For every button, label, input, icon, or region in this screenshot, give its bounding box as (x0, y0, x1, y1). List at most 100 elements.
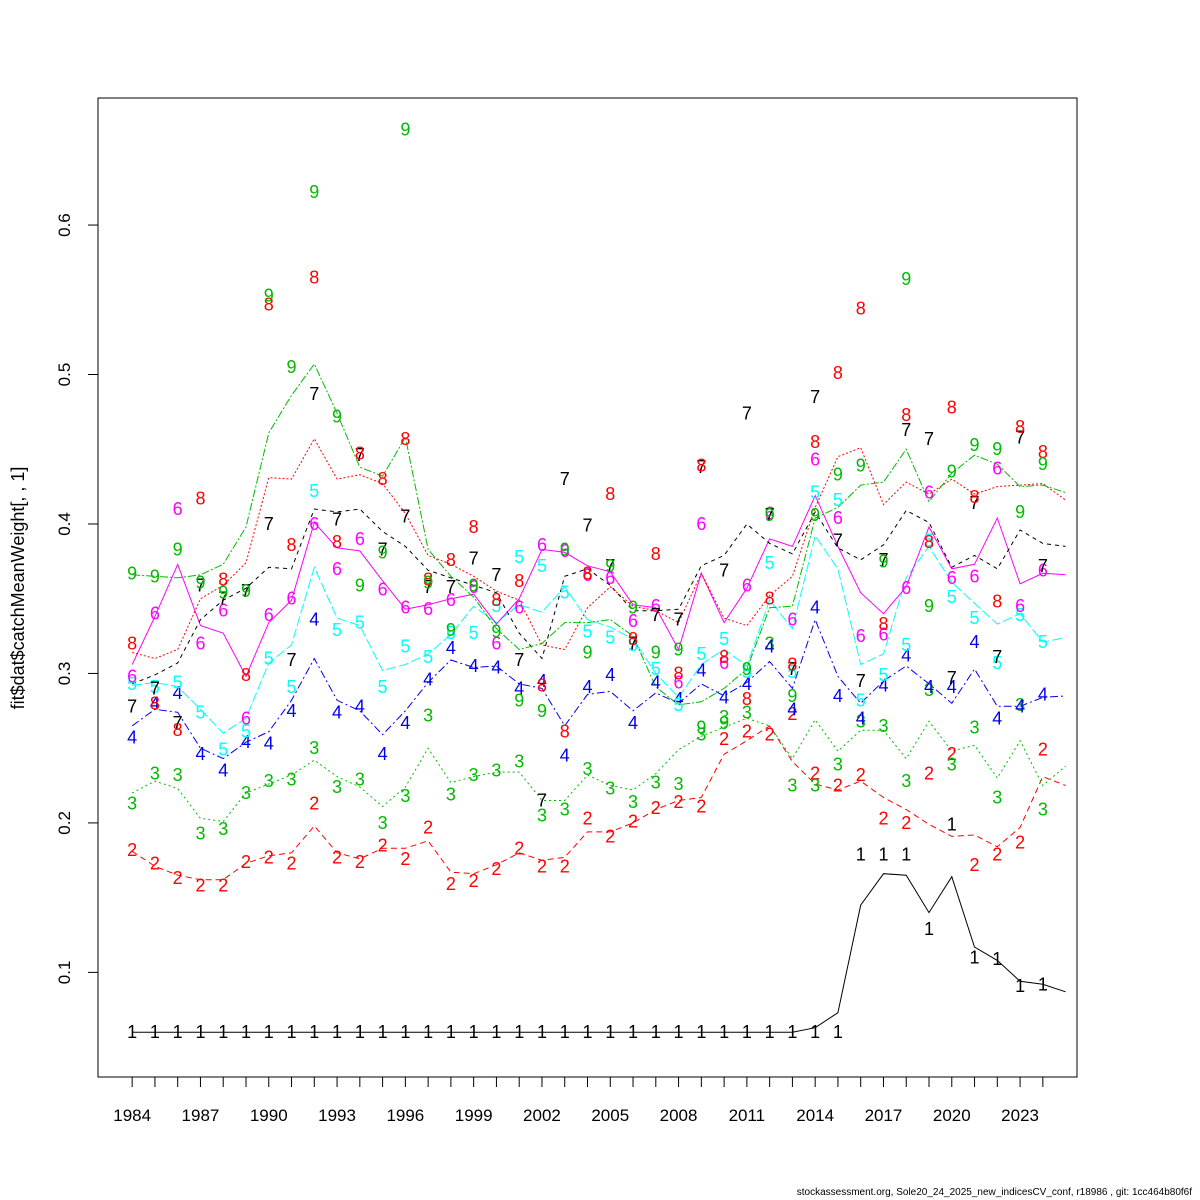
observed-point-age-6: 6 (241, 708, 251, 728)
observed-point-age-9: 9 (491, 622, 501, 642)
fit-line-age-4 (131, 618, 1066, 760)
observed-point-age-6: 6 (787, 610, 797, 630)
observed-point-age-3: 3 (127, 793, 137, 813)
observed-point-age-5: 5 (378, 677, 388, 697)
observed-point-age-7: 7 (218, 589, 228, 609)
x-tick-label: 2008 (660, 1106, 698, 1125)
x-tick-label: 1996 (386, 1106, 424, 1125)
fit-line-age-7 (132, 508, 1066, 685)
observed-point-age-1: 1 (810, 1022, 820, 1042)
observed-point-age-3: 3 (491, 761, 501, 781)
observed-point-age-2: 2 (628, 811, 638, 831)
observed-point-age-2: 2 (719, 729, 729, 749)
observed-point-age-4: 4 (264, 734, 274, 754)
observed-point-age-6: 6 (195, 634, 205, 654)
observed-point-age-7: 7 (856, 671, 866, 691)
observed-point-age-1: 1 (264, 1022, 274, 1042)
observed-point-age-3: 3 (469, 765, 479, 785)
observed-point-age-5: 5 (218, 740, 228, 760)
observed-point-age-2: 2 (514, 838, 524, 858)
observed-point-age-8: 8 (970, 487, 980, 507)
observed-point-age-2: 2 (1015, 832, 1025, 852)
observed-point-age-1: 1 (970, 947, 980, 967)
observed-point-age-8: 8 (856, 299, 866, 319)
observed-point-age-5: 5 (241, 722, 251, 742)
observed-point-age-9: 9 (287, 357, 297, 377)
observed-point-age-2: 2 (765, 725, 775, 745)
observed-point-age-3: 3 (309, 738, 319, 758)
observed-point-age-7: 7 (1038, 556, 1048, 576)
observed-point-age-9: 9 (173, 539, 183, 559)
observed-point-age-2: 2 (173, 868, 183, 888)
observed-point-age-5: 5 (150, 677, 160, 697)
observed-point-age-9: 9 (355, 575, 365, 595)
observed-point-age-4: 4 (491, 657, 501, 677)
observed-point-age-6: 6 (742, 575, 752, 595)
observed-point-age-3: 3 (765, 634, 775, 654)
y-tick-label: 0.6 (55, 213, 74, 237)
observed-point-age-7: 7 (582, 515, 592, 535)
observed-point-age-3: 3 (742, 702, 752, 722)
observed-point-age-1: 1 (423, 1022, 433, 1042)
observed-point-age-9: 9 (378, 542, 388, 562)
observed-point-age-8: 8 (947, 397, 957, 417)
footer-caption: stockassessment.org, Sole20_24_2025_new_… (796, 1187, 1192, 1198)
observed-point-age-3: 3 (674, 774, 684, 794)
observed-point-age-4: 4 (287, 701, 297, 721)
observed-point-age-4: 4 (856, 708, 866, 728)
y-tick-label: 0.2 (55, 811, 74, 835)
observed-point-age-9: 9 (856, 456, 866, 476)
observed-point-age-7: 7 (605, 556, 615, 576)
observed-point-age-3: 3 (173, 765, 183, 785)
observed-point-age-6: 6 (309, 514, 319, 534)
x-tick-label: 2005 (591, 1106, 629, 1125)
observed-point-age-5: 5 (514, 547, 524, 567)
observed-point-age-5: 5 (719, 629, 729, 649)
observed-point-age-4: 4 (605, 665, 615, 685)
observed-point-age-5: 5 (355, 613, 365, 633)
observed-point-age-8: 8 (1015, 417, 1025, 437)
observed-point-age-4: 4 (810, 598, 820, 618)
y-tick-label: 0.3 (55, 662, 74, 686)
observed-point-age-6: 6 (469, 577, 479, 597)
observed-point-age-7: 7 (765, 505, 775, 525)
x-tick-label: 1993 (318, 1106, 356, 1125)
observed-point-age-6: 6 (605, 568, 615, 588)
observed-point-age-6: 6 (173, 499, 183, 519)
observed-point-age-1: 1 (355, 1022, 365, 1042)
observed-point-age-1: 1 (127, 1022, 137, 1042)
observed-point-age-2: 2 (696, 796, 706, 816)
observed-point-age-2: 2 (423, 817, 433, 837)
observed-point-age-4: 4 (1038, 684, 1048, 704)
observed-point-age-4: 4 (878, 675, 888, 695)
observed-point-age-1: 1 (173, 1022, 183, 1042)
observed-point-age-7: 7 (309, 384, 319, 404)
observed-point-age-7: 7 (651, 605, 661, 625)
observed-point-age-7: 7 (833, 530, 843, 550)
observed-point-age-9: 9 (1015, 502, 1025, 522)
observed-point-age-5: 5 (469, 623, 479, 643)
fit-line-age-9 (132, 363, 1066, 706)
observed-point-age-2: 2 (674, 792, 684, 812)
observed-point-age-5: 5 (674, 695, 684, 715)
observed-point-age-4: 4 (514, 678, 524, 698)
observed-point-age-1: 1 (878, 844, 888, 864)
observed-point-age-3: 3 (787, 776, 797, 796)
observed-point-age-1: 1 (150, 1022, 160, 1042)
fitted-lines (131, 363, 1066, 1033)
observed-point-age-3: 3 (400, 786, 410, 806)
fit-line-age-2 (131, 725, 1066, 881)
observed-point-age-3: 3 (651, 773, 661, 793)
observed-point-age-4: 4 (309, 610, 319, 630)
fit-line-age-6 (131, 494, 1066, 678)
observed-point-age-6: 6 (264, 605, 274, 625)
observed-point-age-5: 5 (787, 662, 797, 682)
observed-point-age-3: 3 (719, 707, 729, 727)
observed-point-age-2: 2 (582, 808, 592, 828)
observed-point-age-2: 2 (992, 844, 1002, 864)
observed-point-age-5: 5 (696, 644, 706, 664)
observed-point-age-6: 6 (833, 508, 843, 528)
fit-line-age-8 (132, 437, 1066, 660)
observed-point-age-9: 9 (742, 659, 752, 679)
observed-point-age-3: 3 (582, 759, 592, 779)
